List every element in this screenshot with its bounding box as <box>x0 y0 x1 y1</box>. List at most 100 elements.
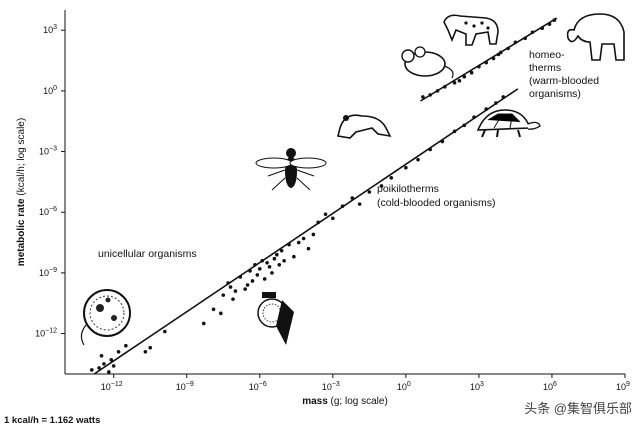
data-point <box>287 242 291 247</box>
data-point <box>530 30 535 35</box>
data-point <box>316 220 321 225</box>
data-point <box>323 212 328 217</box>
data-point <box>267 265 272 269</box>
data-point <box>506 46 510 51</box>
data-point <box>340 204 345 208</box>
data-point <box>109 358 114 362</box>
annotation-homeotherms-1: homeo- <box>529 49 565 61</box>
data-point <box>462 123 467 128</box>
data-point <box>248 269 252 273</box>
fly-icon <box>255 148 327 191</box>
svg-text:(cold-blooded organisms): (cold-blooded organisms) <box>377 197 495 209</box>
data-point <box>163 329 167 334</box>
footnote: 1 kcal/h = 1.162 watts <box>4 415 101 426</box>
annotation-homeotherms-4: organisms) <box>529 88 581 100</box>
data-point <box>111 364 116 368</box>
x-axis-title: mass (g; log scale) <box>302 396 388 407</box>
x-tick-label: 109 <box>616 381 630 392</box>
data-point <box>211 307 216 312</box>
data-point <box>107 370 111 374</box>
insect-icon <box>257 292 294 345</box>
svg-text:unicellular organisms: unicellular organisms <box>98 248 197 260</box>
data-point <box>253 263 257 267</box>
data-point <box>226 281 230 285</box>
data-point <box>484 107 489 111</box>
y-axis-title-rest: (kcal/h; log scale) <box>16 118 27 199</box>
data-point <box>238 275 243 279</box>
data-point <box>421 95 425 99</box>
data-point <box>124 343 128 348</box>
annotation-unicellular: unicellular organisms <box>98 248 197 260</box>
x-tick-label: 10−9 <box>176 381 194 392</box>
data-point <box>389 176 394 180</box>
data-point <box>292 254 296 259</box>
data-point <box>262 277 267 281</box>
data-point <box>428 93 433 97</box>
data-point <box>282 258 286 263</box>
data-point <box>311 232 316 237</box>
y-axis-title: metabolic rate (kcal/h; log scale) <box>16 118 27 266</box>
x-tick-label: 10−12 <box>101 381 123 392</box>
data-point <box>494 101 498 105</box>
data-point <box>404 165 408 170</box>
data-point <box>265 260 269 265</box>
x-axis-title-rest: (g; log scale) <box>328 396 388 407</box>
tortoise-icon <box>476 109 541 138</box>
elephant-icon <box>566 13 625 61</box>
data-point <box>275 252 279 257</box>
x-axis-title-bold: mass <box>302 396 328 407</box>
y-tick-label: 10−9 <box>39 267 57 278</box>
data-point <box>272 256 277 261</box>
mouse-icon <box>401 46 454 79</box>
data-point <box>491 56 496 61</box>
data-point <box>148 345 153 350</box>
unicell-icon <box>80 289 131 346</box>
data-point <box>201 321 206 326</box>
data-point <box>452 129 457 134</box>
data-point <box>221 293 226 297</box>
data-point <box>462 74 467 79</box>
watermark: 头条 @集智俱乐部 <box>524 401 632 416</box>
data-point <box>260 258 265 263</box>
data-point <box>243 287 247 291</box>
data-point <box>523 36 527 41</box>
data-point <box>484 60 489 65</box>
data-point <box>331 216 335 221</box>
data-point <box>452 81 457 85</box>
data-point <box>501 95 506 99</box>
data-point <box>540 26 545 31</box>
data-point <box>443 85 447 89</box>
data-point <box>228 285 233 289</box>
svg-text:therms: therms <box>529 62 561 74</box>
data-point <box>428 147 433 152</box>
data-point <box>245 283 250 287</box>
x-tick-label: 10−3 <box>322 381 340 392</box>
data-point <box>469 70 474 75</box>
data-point <box>477 64 481 69</box>
data-point <box>499 50 503 55</box>
data-point <box>250 279 255 283</box>
leopard-icon <box>443 14 499 46</box>
data-point <box>301 236 306 241</box>
data-point <box>231 297 235 301</box>
y-tick-label: 100 <box>43 85 57 96</box>
data-point <box>270 271 274 275</box>
svg-text:(warm-blooded: (warm-blooded <box>529 75 599 87</box>
data-point <box>357 202 362 206</box>
data-point <box>496 52 501 57</box>
annotation-poikilotherms: poikilotherms <box>377 183 439 195</box>
y-tick-label: 10−6 <box>39 206 57 217</box>
data-point <box>457 78 462 83</box>
y-tick-label: 10−3 <box>39 146 57 157</box>
data-point <box>255 273 260 277</box>
frog-icon <box>337 114 392 139</box>
data-point <box>435 89 440 93</box>
data-point <box>143 349 148 354</box>
data-point <box>416 157 420 162</box>
data-point <box>89 368 94 372</box>
data-point <box>367 190 372 194</box>
data-point <box>513 40 518 45</box>
data-point <box>350 196 355 200</box>
data-point <box>306 246 311 251</box>
